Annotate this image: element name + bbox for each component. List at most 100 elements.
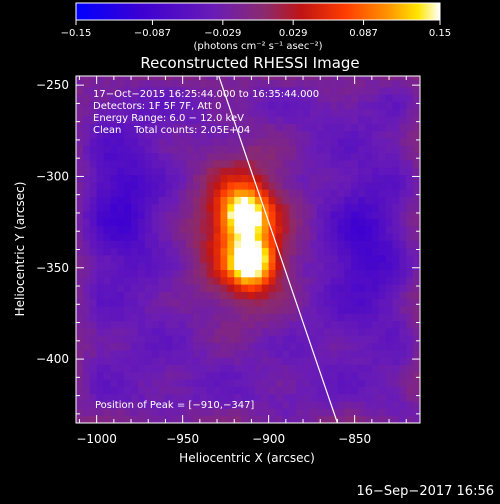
- heatmap-cell: [151, 401, 159, 409]
- heatmap-cell: [323, 211, 331, 219]
- heatmap-cell: [158, 408, 166, 417]
- heatmap-cell: [172, 108, 180, 117]
- heatmap-cell: [296, 357, 304, 365]
- heatmap-cell: [364, 284, 373, 292]
- heatmap-cell: [392, 181, 400, 190]
- heatmap-cell: [344, 320, 352, 329]
- heatmap-cell: [76, 298, 84, 307]
- heatmap-cell: [103, 203, 111, 212]
- heatmap-cell: [117, 408, 125, 417]
- heatmap-cell: [358, 240, 366, 249]
- heatmap-cell: [323, 342, 331, 351]
- heatmap-cell: [385, 233, 393, 241]
- heatmap-cell: [303, 94, 311, 102]
- heatmap-cell: [186, 218, 194, 227]
- heatmap-cell: [96, 298, 104, 307]
- heatmap-cell: [82, 247, 91, 256]
- heatmap-cell: [103, 145, 111, 154]
- heatmap-cell: [289, 306, 297, 314]
- heatmap-cell: [261, 145, 270, 154]
- heatmap-cell: [289, 94, 297, 102]
- heatmap-cell: [413, 313, 420, 322]
- heatmap-cell: [254, 76, 263, 81]
- heatmap-cell: [227, 284, 235, 292]
- heatmap-cell: [220, 189, 228, 197]
- heatmap-cell: [282, 401, 290, 409]
- heatmap-cell: [351, 313, 359, 322]
- heatmap-cell: [241, 79, 249, 88]
- heatmap-cell: [275, 371, 283, 380]
- heatmap-cell: [172, 152, 180, 161]
- heatmap-cell: [124, 225, 132, 234]
- heatmap-cell: [289, 123, 297, 132]
- heatmap-cell: [392, 247, 400, 256]
- heatmap-cell: [76, 291, 84, 300]
- heatmap-cell: [371, 167, 380, 176]
- heatmap-cell: [165, 123, 173, 132]
- heatmap-cell: [351, 174, 359, 183]
- y-axis-title: Heliocentric Y (arcsec): [13, 182, 27, 317]
- heatmap-cell: [82, 401, 91, 409]
- heatmap-cell: [399, 86, 407, 95]
- heatmap-cell: [337, 174, 345, 183]
- heatmap-cell: [268, 328, 276, 336]
- heatmap-cell: [124, 203, 132, 212]
- heatmap-cell: [137, 269, 146, 278]
- heatmap-cell: [82, 357, 91, 365]
- heatmap-cell: [289, 364, 297, 373]
- heatmap-cell: [76, 320, 84, 329]
- heatmap-cell: [89, 415, 98, 423]
- heatmap-cell: [282, 218, 290, 227]
- heatmap-cell: [227, 196, 235, 205]
- heatmap-cell: [344, 298, 352, 307]
- heatmap-cell: [296, 233, 304, 241]
- heatmap-cell: [131, 306, 139, 314]
- heatmap-cell: [344, 240, 352, 249]
- heatmap-cell: [137, 160, 146, 168]
- heatmap-cell: [144, 160, 153, 168]
- heatmap-cell: [241, 262, 249, 270]
- heatmap-cell: [220, 79, 228, 88]
- heatmap-cell: [399, 145, 407, 154]
- heatmap-cell: [179, 218, 187, 227]
- heatmap-cell: [337, 167, 345, 176]
- heatmap-cell: [296, 415, 304, 423]
- heatmap-cell: [89, 276, 98, 285]
- heatmap-cell: [268, 145, 276, 154]
- heatmap-cell: [137, 203, 146, 212]
- heatmap-cell: [248, 181, 256, 190]
- heatmap-cell: [179, 386, 187, 395]
- heatmap-cell: [241, 349, 249, 358]
- heatmap-cell: [413, 94, 420, 102]
- heatmap-cell: [406, 342, 414, 351]
- heatmap-cell: [76, 284, 84, 292]
- heatmap-cell: [337, 196, 345, 205]
- heatmap-cell: [117, 415, 125, 423]
- heatmap-cell: [137, 247, 146, 256]
- heatmap-cell: [110, 116, 118, 124]
- heatmap-cell: [406, 247, 414, 256]
- heatmap-cell: [392, 167, 400, 176]
- heatmap-cell: [192, 284, 201, 292]
- heatmap-cell: [282, 240, 290, 249]
- heatmap-cell: [282, 284, 290, 292]
- heatmap-cell: [234, 79, 242, 88]
- heatmap-cell: [254, 335, 263, 344]
- heatmap-cell: [206, 262, 214, 270]
- heatmap-cell: [82, 116, 91, 124]
- heatmap-cell: [378, 269, 386, 278]
- heatmap-cell: [165, 386, 173, 395]
- heatmap-cell: [179, 284, 187, 292]
- heatmap-cell: [124, 138, 132, 146]
- heatmap-cell: [268, 342, 276, 351]
- heatmap-cell: [131, 203, 139, 212]
- heatmap-cell: [103, 379, 111, 387]
- heatmap-cell: [344, 138, 352, 146]
- heatmap-cell: [103, 262, 111, 270]
- heatmap-cell: [165, 379, 173, 387]
- heatmap-cell: [385, 254, 393, 263]
- heatmap-cell: [268, 335, 276, 344]
- heatmap-cell: [124, 393, 132, 402]
- heatmap-cell: [392, 313, 400, 322]
- heatmap-cell: [82, 108, 91, 117]
